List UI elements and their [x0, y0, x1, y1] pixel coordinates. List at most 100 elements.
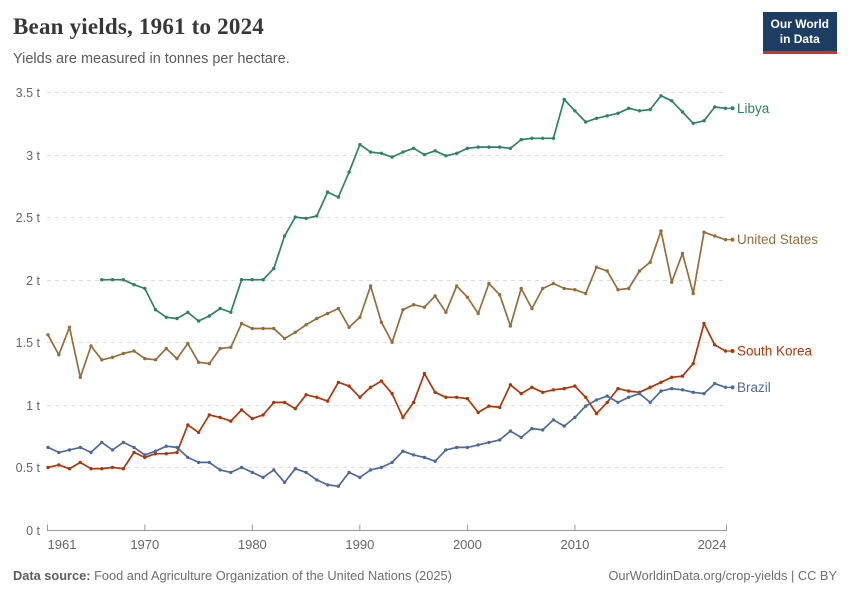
- gridlines: [47, 92, 727, 468]
- data-point: [272, 468, 276, 472]
- data-point: [272, 266, 276, 271]
- data-point: [455, 284, 459, 288]
- data-point: [659, 389, 663, 393]
- data-point: [293, 330, 297, 334]
- data-point: [713, 343, 717, 347]
- data-point: [702, 230, 706, 234]
- data-point: [293, 215, 297, 219]
- data-point: [325, 483, 330, 487]
- data-point: [433, 149, 437, 153]
- data-point: [508, 146, 513, 150]
- series-united-states[interactable]: United States: [46, 229, 818, 379]
- data-point: [218, 306, 222, 311]
- data-point: [519, 435, 523, 440]
- x-tick-label: 2000: [453, 537, 482, 552]
- data-point: [530, 136, 534, 140]
- data-point: [584, 395, 588, 399]
- data-point: [627, 389, 631, 393]
- data-point: [325, 399, 330, 403]
- series-brazil[interactable]: Brazil: [46, 380, 771, 488]
- data-point: [627, 106, 631, 111]
- data-point: [487, 281, 491, 286]
- y-tick-label: 3.5 t: [16, 86, 41, 100]
- data-point: [229, 345, 233, 349]
- data-point: [67, 448, 72, 452]
- data-point: [175, 450, 179, 455]
- data-point: [680, 388, 685, 392]
- data-point: [401, 415, 405, 420]
- data-point: [186, 341, 190, 346]
- data-point: [315, 316, 319, 321]
- data-point: [411, 453, 416, 457]
- data-point: [616, 400, 620, 405]
- series-line-united-states[interactable]: [47, 230, 726, 379]
- data-point: [153, 308, 158, 312]
- data-point: [110, 465, 115, 470]
- data-point: [444, 310, 448, 314]
- data-point: [691, 121, 695, 126]
- data-point: [465, 146, 470, 150]
- data-point: [57, 450, 61, 455]
- x-axis: [47, 524, 727, 531]
- data-point: [691, 390, 695, 394]
- data-point: [487, 145, 491, 149]
- data-point: [422, 371, 427, 376]
- series-label-south-korea[interactable]: South Korea: [737, 344, 813, 359]
- data-point: [594, 116, 599, 121]
- data-point: [229, 310, 233, 314]
- y-tick-label: 1.5 t: [16, 336, 41, 350]
- data-point: [164, 452, 168, 456]
- data-point: [336, 195, 341, 199]
- data-point: [229, 419, 233, 423]
- owid-logo[interactable]: Our World in Data: [762, 12, 837, 54]
- data-point: [605, 114, 609, 118]
- data-point: [89, 450, 93, 455]
- y-tick-label: 0.5 t: [16, 461, 41, 475]
- data-point: [121, 440, 126, 445]
- data-point: [67, 325, 72, 329]
- data-point: [358, 315, 362, 319]
- chart-footer: Data source: Food and Agriculture Organi…: [13, 568, 837, 583]
- data-point: [390, 391, 394, 396]
- data-point: [541, 286, 545, 291]
- data-point: [498, 293, 502, 297]
- series-label-libya[interactable]: Libya: [737, 101, 770, 116]
- data-point: [594, 265, 599, 269]
- data-point: [519, 391, 523, 396]
- data-point: [702, 391, 706, 396]
- data-point: [250, 278, 254, 282]
- data-point: [293, 406, 297, 411]
- footer-link[interactable]: OurWorldinData.org/crop-yields | CC BY: [608, 568, 837, 583]
- series-label-united-states[interactable]: United States: [737, 232, 818, 247]
- owid-logo-line2: in Data: [779, 32, 820, 46]
- data-point: [584, 404, 588, 408]
- data-point: [100, 278, 104, 282]
- data-point: [648, 400, 652, 405]
- series-line-south-korea[interactable]: [47, 322, 726, 470]
- data-point: [498, 438, 502, 442]
- data-point: [164, 444, 168, 448]
- data-point: [530, 426, 534, 431]
- series-libya[interactable]: Libya: [100, 94, 770, 323]
- data-point: [551, 136, 556, 140]
- data-point: [46, 445, 50, 450]
- data-point: [562, 97, 566, 102]
- data-point: [46, 465, 50, 470]
- page-title: Bean yields, 1961 to 2024: [13, 14, 264, 39]
- data-point: [46, 333, 50, 337]
- series-line-libya[interactable]: [101, 94, 726, 322]
- data-point: [379, 320, 384, 324]
- data-point: [110, 355, 115, 359]
- data-point: [132, 283, 136, 287]
- data-point: [476, 145, 480, 149]
- data-point: [78, 375, 83, 379]
- data-point: [272, 326, 276, 331]
- data-point: [637, 391, 642, 396]
- data-point: [239, 408, 244, 412]
- data-point: [186, 455, 190, 460]
- series-label-brazil[interactable]: Brazil: [737, 380, 771, 395]
- data-point: [401, 150, 405, 154]
- series-line-brazil[interactable]: [47, 382, 726, 488]
